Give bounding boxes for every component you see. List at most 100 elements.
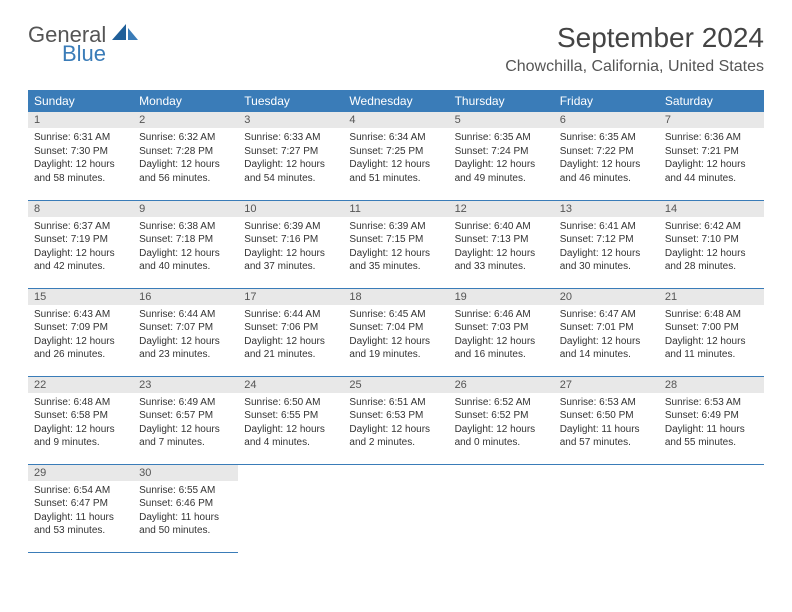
- day-details: Sunrise: 6:41 AMSunset: 7:12 PMDaylight:…: [554, 217, 659, 277]
- sunset-text: Sunset: 7:15 PM: [349, 233, 442, 247]
- sunrise-text: Sunrise: 6:40 AM: [455, 220, 548, 234]
- sunset-text: Sunset: 7:13 PM: [455, 233, 548, 247]
- calendar-day-cell: 10Sunrise: 6:39 AMSunset: 7:16 PMDayligh…: [238, 200, 343, 288]
- sunset-text: Sunset: 7:09 PM: [34, 321, 127, 335]
- sunrise-text: Sunrise: 6:35 AM: [560, 131, 653, 145]
- calendar-day-cell: 30Sunrise: 6:55 AMSunset: 6:46 PMDayligh…: [133, 464, 238, 552]
- sunrise-text: Sunrise: 6:51 AM: [349, 396, 442, 410]
- sunrise-text: Sunrise: 6:38 AM: [139, 220, 232, 234]
- day-number: 29: [28, 465, 133, 481]
- sunrise-text: Sunrise: 6:41 AM: [560, 220, 653, 234]
- day-details: Sunrise: 6:32 AMSunset: 7:28 PMDaylight:…: [133, 128, 238, 188]
- daylight-text: Daylight: 11 hours and 50 minutes.: [139, 511, 232, 538]
- sunrise-text: Sunrise: 6:53 AM: [560, 396, 653, 410]
- calendar-day-cell: 14Sunrise: 6:42 AMSunset: 7:10 PMDayligh…: [659, 200, 764, 288]
- sunset-text: Sunset: 7:06 PM: [244, 321, 337, 335]
- day-details: Sunrise: 6:54 AMSunset: 6:47 PMDaylight:…: [28, 481, 133, 541]
- day-details: Sunrise: 6:55 AMSunset: 6:46 PMDaylight:…: [133, 481, 238, 541]
- sunset-text: Sunset: 6:58 PM: [34, 409, 127, 423]
- daylight-text: Daylight: 12 hours and 40 minutes.: [139, 247, 232, 274]
- day-number: 3: [238, 112, 343, 128]
- calendar-day-cell: 4Sunrise: 6:34 AMSunset: 7:25 PMDaylight…: [343, 112, 448, 200]
- daylight-text: Daylight: 12 hours and 49 minutes.: [455, 158, 548, 185]
- daylight-text: Daylight: 12 hours and 23 minutes.: [139, 335, 232, 362]
- calendar-day-cell: 13Sunrise: 6:41 AMSunset: 7:12 PMDayligh…: [554, 200, 659, 288]
- sunset-text: Sunset: 6:52 PM: [455, 409, 548, 423]
- calendar-table: Sunday Monday Tuesday Wednesday Thursday…: [28, 90, 764, 553]
- sunset-text: Sunset: 7:27 PM: [244, 145, 337, 159]
- calendar-day-cell: 8Sunrise: 6:37 AMSunset: 7:19 PMDaylight…: [28, 200, 133, 288]
- sunrise-text: Sunrise: 6:39 AM: [349, 220, 442, 234]
- sunset-text: Sunset: 7:10 PM: [665, 233, 758, 247]
- day-details: Sunrise: 6:39 AMSunset: 7:15 PMDaylight:…: [343, 217, 448, 277]
- sunset-text: Sunset: 7:01 PM: [560, 321, 653, 335]
- weekday-header: Wednesday: [343, 90, 448, 112]
- sunset-text: Sunset: 7:03 PM: [455, 321, 548, 335]
- header: General Blue September 2024 Chowchilla, …: [28, 22, 764, 76]
- day-details: Sunrise: 6:46 AMSunset: 7:03 PMDaylight:…: [449, 305, 554, 365]
- sunrise-text: Sunrise: 6:52 AM: [455, 396, 548, 410]
- day-details: Sunrise: 6:33 AMSunset: 7:27 PMDaylight:…: [238, 128, 343, 188]
- day-details: Sunrise: 6:51 AMSunset: 6:53 PMDaylight:…: [343, 393, 448, 453]
- day-number: 21: [659, 289, 764, 305]
- sunset-text: Sunset: 6:46 PM: [139, 497, 232, 511]
- sunrise-text: Sunrise: 6:32 AM: [139, 131, 232, 145]
- day-number: 13: [554, 201, 659, 217]
- daylight-text: Daylight: 12 hours and 54 minutes.: [244, 158, 337, 185]
- daylight-text: Daylight: 12 hours and 26 minutes.: [34, 335, 127, 362]
- day-details: Sunrise: 6:39 AMSunset: 7:16 PMDaylight:…: [238, 217, 343, 277]
- calendar-week-row: 8Sunrise: 6:37 AMSunset: 7:19 PMDaylight…: [28, 200, 764, 288]
- day-details: Sunrise: 6:48 AMSunset: 7:00 PMDaylight:…: [659, 305, 764, 365]
- day-number: 2: [133, 112, 238, 128]
- sunrise-text: Sunrise: 6:54 AM: [34, 484, 127, 498]
- calendar-day-cell: 27Sunrise: 6:53 AMSunset: 6:50 PMDayligh…: [554, 376, 659, 464]
- day-number: 15: [28, 289, 133, 305]
- sunrise-text: Sunrise: 6:34 AM: [349, 131, 442, 145]
- daylight-text: Daylight: 12 hours and 14 minutes.: [560, 335, 653, 362]
- day-number: 5: [449, 112, 554, 128]
- daylight-text: Daylight: 11 hours and 53 minutes.: [34, 511, 127, 538]
- sunset-text: Sunset: 7:18 PM: [139, 233, 232, 247]
- day-number: 28: [659, 377, 764, 393]
- daylight-text: Daylight: 12 hours and 42 minutes.: [34, 247, 127, 274]
- sunset-text: Sunset: 7:16 PM: [244, 233, 337, 247]
- calendar-day-cell: [343, 464, 448, 552]
- logo: General Blue: [28, 22, 138, 65]
- day-number: 17: [238, 289, 343, 305]
- sunrise-text: Sunrise: 6:45 AM: [349, 308, 442, 322]
- daylight-text: Daylight: 12 hours and 7 minutes.: [139, 423, 232, 450]
- day-number: 16: [133, 289, 238, 305]
- day-number: 10: [238, 201, 343, 217]
- logo-sail-icon: [112, 22, 138, 46]
- calendar-week-row: 1Sunrise: 6:31 AMSunset: 7:30 PMDaylight…: [28, 112, 764, 200]
- calendar-week-row: 29Sunrise: 6:54 AMSunset: 6:47 PMDayligh…: [28, 464, 764, 552]
- sunset-text: Sunset: 7:30 PM: [34, 145, 127, 159]
- sunrise-text: Sunrise: 6:50 AM: [244, 396, 337, 410]
- weekday-header: Saturday: [659, 90, 764, 112]
- day-details: Sunrise: 6:40 AMSunset: 7:13 PMDaylight:…: [449, 217, 554, 277]
- sunrise-text: Sunrise: 6:37 AM: [34, 220, 127, 234]
- sunrise-text: Sunrise: 6:36 AM: [665, 131, 758, 145]
- day-details: Sunrise: 6:43 AMSunset: 7:09 PMDaylight:…: [28, 305, 133, 365]
- sunrise-text: Sunrise: 6:49 AM: [139, 396, 232, 410]
- sunset-text: Sunset: 7:21 PM: [665, 145, 758, 159]
- day-details: Sunrise: 6:53 AMSunset: 6:50 PMDaylight:…: [554, 393, 659, 453]
- day-number: 18: [343, 289, 448, 305]
- day-details: Sunrise: 6:42 AMSunset: 7:10 PMDaylight:…: [659, 217, 764, 277]
- day-details: Sunrise: 6:36 AMSunset: 7:21 PMDaylight:…: [659, 128, 764, 188]
- daylight-text: Daylight: 12 hours and 9 minutes.: [34, 423, 127, 450]
- day-details: Sunrise: 6:35 AMSunset: 7:24 PMDaylight:…: [449, 128, 554, 188]
- day-details: Sunrise: 6:50 AMSunset: 6:55 PMDaylight:…: [238, 393, 343, 453]
- daylight-text: Daylight: 12 hours and 51 minutes.: [349, 158, 442, 185]
- daylight-text: Daylight: 12 hours and 28 minutes.: [665, 247, 758, 274]
- sunset-text: Sunset: 6:50 PM: [560, 409, 653, 423]
- day-number: 8: [28, 201, 133, 217]
- day-number: 7: [659, 112, 764, 128]
- daylight-text: Daylight: 12 hours and 19 minutes.: [349, 335, 442, 362]
- sunset-text: Sunset: 7:00 PM: [665, 321, 758, 335]
- daylight-text: Daylight: 12 hours and 33 minutes.: [455, 247, 548, 274]
- weekday-header: Thursday: [449, 90, 554, 112]
- sunset-text: Sunset: 7:24 PM: [455, 145, 548, 159]
- sunrise-text: Sunrise: 6:42 AM: [665, 220, 758, 234]
- day-number: 22: [28, 377, 133, 393]
